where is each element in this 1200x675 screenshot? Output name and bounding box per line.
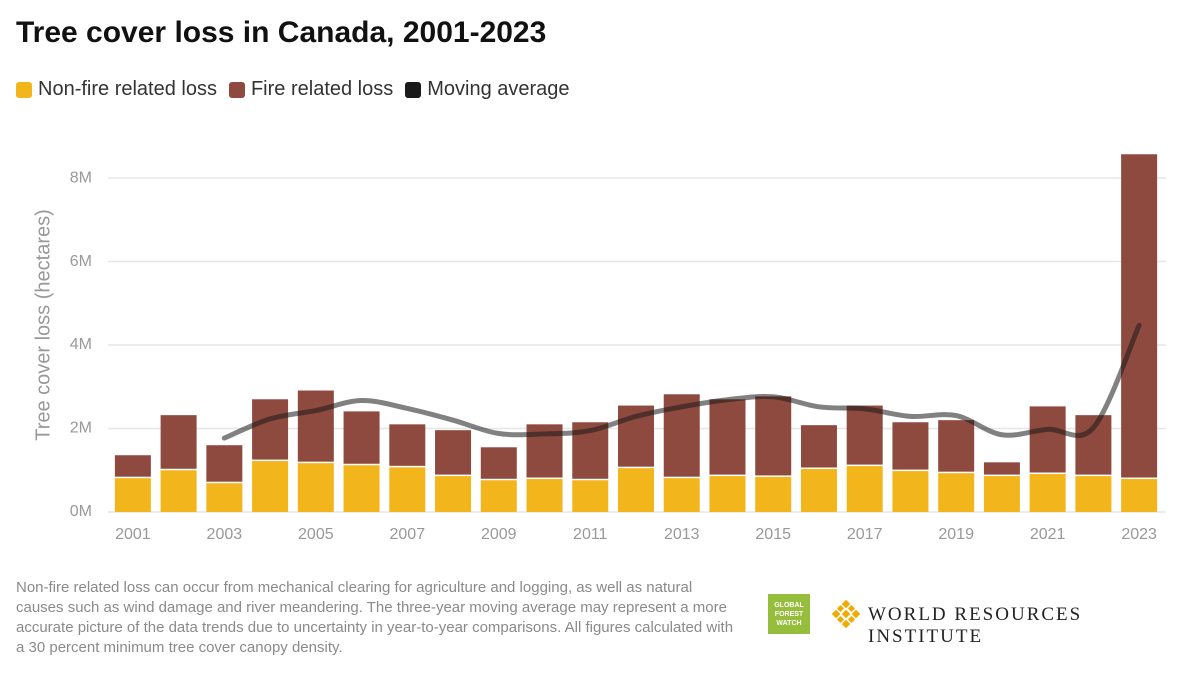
- bar: [435, 430, 472, 475]
- x-tick-label: 2009: [481, 526, 517, 543]
- gfw-logo: GLOBAL FOREST WATCH: [768, 594, 810, 634]
- y-tick-label: 0M: [70, 503, 92, 520]
- bar: [938, 473, 975, 512]
- bar: [1121, 479, 1158, 512]
- chart-title: Tree cover loss in Canada, 2001-2023: [16, 16, 547, 49]
- x-tick-label: 2019: [938, 526, 974, 543]
- x-tick-label: 2011: [573, 526, 608, 543]
- bar: [938, 420, 975, 472]
- bar: [343, 465, 380, 512]
- legend-item: Moving average: [405, 78, 570, 101]
- bar: [572, 480, 609, 512]
- legend-swatch: [405, 81, 422, 98]
- bar: [892, 471, 929, 512]
- bar: [663, 478, 700, 512]
- x-tick-label: 2021: [1030, 526, 1066, 543]
- legend-swatch: [16, 81, 32, 98]
- bar: [800, 469, 837, 512]
- bar: [297, 390, 334, 462]
- legend-item: Non-fire related loss: [16, 78, 217, 101]
- y-tick-label: 4M: [70, 336, 92, 353]
- bar: [206, 483, 243, 512]
- bar: [1029, 474, 1066, 512]
- chart: Tree cover loss (hectares) 0M 2M 4M 6M 8M 200…: [32, 154, 1166, 543]
- bar: [892, 422, 929, 470]
- y-axis-label: Tree cover loss (hectares): [32, 209, 54, 441]
- bar: [480, 447, 517, 479]
- x-tick-label: 2015: [755, 526, 791, 543]
- x-tick-label: 2007: [390, 526, 426, 543]
- bar: [297, 463, 334, 512]
- legend-item: Fire related loss: [228, 78, 394, 101]
- bar: [114, 478, 151, 512]
- bar: [755, 476, 792, 512]
- y-tick-label: 2M: [70, 420, 92, 437]
- bar: [114, 455, 151, 477]
- x-tick-label: 2023: [1121, 526, 1157, 543]
- legend-label: Moving average: [427, 78, 570, 100]
- bar: [206, 445, 243, 482]
- bar: [343, 411, 380, 464]
- bar: [1029, 406, 1066, 473]
- bar: [389, 424, 426, 466]
- x-tick-label: 2001: [115, 526, 151, 543]
- bar: [1075, 476, 1112, 512]
- bar: [709, 399, 746, 475]
- y-tick-label: 6M: [70, 253, 92, 270]
- bar: [846, 405, 883, 465]
- legend-swatch: [228, 81, 245, 98]
- y-tick-label: 8M: [70, 169, 92, 186]
- bar: [252, 399, 289, 460]
- x-tick-label: 2003: [207, 526, 243, 543]
- legend: Non-fire related loss Fire related loss Mo…: [16, 78, 570, 101]
- legend-label: Non-fire related loss: [38, 78, 217, 100]
- wri-logo-text: WORLD RESOURCES INSTITUTE: [868, 604, 1083, 647]
- moving-average-line: [221, 322, 1142, 441]
- bar: [480, 480, 517, 512]
- bar: [160, 415, 197, 469]
- bar: [1121, 154, 1158, 478]
- wri-icon: [832, 600, 860, 628]
- bar: [252, 461, 289, 512]
- bar: [160, 470, 197, 512]
- bar: [755, 396, 792, 476]
- footnote: Non-fire related loss can occur from mec…: [16, 579, 734, 656]
- x-tick-label: 2017: [847, 526, 883, 543]
- bar: [435, 476, 472, 512]
- legend-label: Fire related loss: [250, 78, 394, 100]
- x-tick-label: 2013: [664, 526, 700, 543]
- bar: [846, 466, 883, 512]
- bar: [983, 462, 1020, 475]
- x-tick-label: 2005: [298, 526, 334, 543]
- bar: [983, 476, 1020, 512]
- bar: [618, 468, 654, 512]
- bar: [800, 425, 837, 468]
- bar: [526, 479, 563, 512]
- bar: [709, 476, 746, 512]
- bar: [389, 467, 426, 512]
